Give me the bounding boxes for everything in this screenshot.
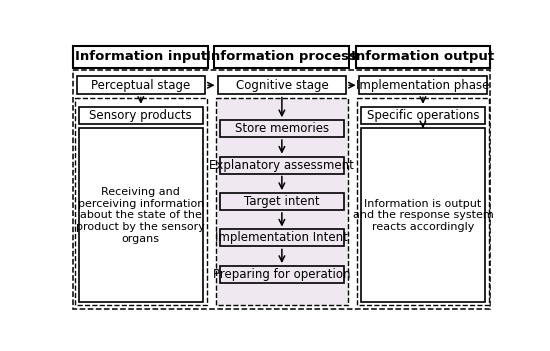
Bar — [218, 76, 346, 94]
Bar — [214, 46, 349, 67]
Bar — [79, 107, 203, 124]
Text: Target intent: Target intent — [244, 195, 320, 208]
Bar — [220, 266, 344, 283]
Text: Information is output
and the response system
reacts accordingly: Information is output and the response s… — [353, 199, 493, 232]
Text: Preparing for operation: Preparing for operation — [213, 268, 351, 281]
Bar — [357, 98, 489, 305]
Text: Store memories: Store memories — [235, 122, 329, 135]
Bar — [220, 230, 344, 246]
Text: Receiving and
perceiving information
about the state of the
product by the senso: Receiving and perceiving information abo… — [76, 187, 205, 244]
Text: Information output: Information output — [351, 50, 494, 63]
Text: Perceptual stage: Perceptual stage — [91, 79, 190, 92]
Bar — [361, 107, 485, 124]
Bar — [73, 70, 491, 309]
Bar — [79, 128, 203, 302]
Text: Cognitive stage: Cognitive stage — [235, 79, 328, 92]
Text: Explanatory assessment: Explanatory assessment — [210, 159, 354, 172]
Bar — [76, 76, 205, 94]
Text: Implementation Intent: Implementation Intent — [216, 231, 348, 244]
Bar — [355, 46, 491, 67]
Text: Sensory products: Sensory products — [90, 109, 192, 122]
Bar — [216, 98, 348, 305]
Bar — [361, 128, 485, 302]
Text: Information process: Information process — [206, 50, 358, 63]
Bar — [220, 157, 344, 173]
Bar — [75, 98, 207, 305]
Bar — [73, 46, 208, 67]
Text: Specific operations: Specific operations — [367, 109, 479, 122]
Text: Information input: Information input — [75, 50, 207, 63]
Text: Implementation phase: Implementation phase — [356, 79, 490, 92]
Bar — [359, 76, 487, 94]
Bar — [220, 193, 344, 210]
Bar — [220, 120, 344, 137]
